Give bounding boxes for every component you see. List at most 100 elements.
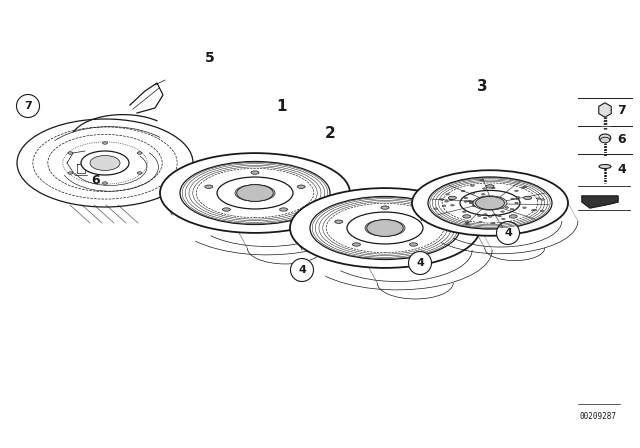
Circle shape: [17, 95, 40, 117]
Ellipse shape: [410, 243, 417, 246]
Ellipse shape: [486, 206, 490, 208]
Text: 6: 6: [618, 133, 627, 146]
Ellipse shape: [481, 194, 485, 195]
Ellipse shape: [205, 185, 212, 188]
Ellipse shape: [484, 214, 487, 215]
Ellipse shape: [531, 210, 535, 211]
Text: 4: 4: [298, 265, 306, 275]
Ellipse shape: [180, 161, 330, 224]
Ellipse shape: [492, 222, 495, 224]
Ellipse shape: [137, 152, 142, 154]
Text: 4: 4: [416, 258, 424, 268]
Ellipse shape: [509, 215, 517, 218]
Ellipse shape: [466, 223, 469, 225]
Ellipse shape: [483, 217, 487, 219]
Ellipse shape: [491, 208, 495, 209]
Ellipse shape: [365, 220, 405, 237]
Ellipse shape: [434, 208, 438, 209]
Ellipse shape: [599, 164, 611, 168]
Text: 3: 3: [477, 78, 487, 94]
Circle shape: [408, 251, 431, 275]
Ellipse shape: [412, 170, 568, 236]
Ellipse shape: [490, 206, 493, 207]
Ellipse shape: [490, 198, 493, 199]
Ellipse shape: [297, 185, 305, 188]
Ellipse shape: [541, 199, 545, 200]
Ellipse shape: [488, 208, 491, 210]
Ellipse shape: [17, 119, 193, 207]
Text: 1: 1: [276, 99, 287, 113]
Ellipse shape: [449, 199, 453, 200]
Ellipse shape: [600, 137, 610, 143]
Ellipse shape: [481, 207, 485, 208]
Ellipse shape: [479, 221, 483, 223]
Ellipse shape: [335, 220, 343, 224]
Ellipse shape: [464, 197, 468, 199]
Ellipse shape: [476, 196, 504, 210]
Ellipse shape: [440, 198, 444, 200]
Ellipse shape: [498, 215, 501, 217]
Ellipse shape: [462, 211, 466, 212]
Ellipse shape: [367, 220, 403, 237]
Ellipse shape: [516, 197, 520, 198]
Ellipse shape: [493, 214, 496, 215]
Polygon shape: [599, 103, 611, 117]
Ellipse shape: [472, 202, 476, 203]
Ellipse shape: [483, 199, 486, 201]
Text: 00209287: 00209287: [579, 412, 616, 421]
Ellipse shape: [515, 190, 518, 192]
Ellipse shape: [474, 206, 477, 207]
Ellipse shape: [523, 207, 526, 208]
Text: 2: 2: [324, 125, 335, 141]
Ellipse shape: [492, 187, 495, 189]
Text: 7: 7: [618, 103, 627, 116]
Text: 6: 6: [92, 173, 100, 186]
Ellipse shape: [445, 194, 449, 195]
Ellipse shape: [481, 198, 485, 199]
Ellipse shape: [480, 179, 483, 181]
Ellipse shape: [347, 212, 423, 244]
Ellipse shape: [510, 208, 514, 210]
Ellipse shape: [540, 210, 544, 211]
Ellipse shape: [68, 172, 73, 174]
Ellipse shape: [537, 198, 540, 199]
Text: 4: 4: [618, 163, 627, 176]
Ellipse shape: [484, 201, 487, 202]
Ellipse shape: [160, 153, 350, 233]
Ellipse shape: [465, 221, 468, 223]
Ellipse shape: [251, 171, 259, 174]
Ellipse shape: [90, 155, 120, 171]
Ellipse shape: [486, 185, 494, 188]
Ellipse shape: [235, 185, 275, 202]
Text: 7: 7: [24, 101, 32, 111]
Circle shape: [497, 221, 520, 245]
Ellipse shape: [502, 218, 505, 220]
Ellipse shape: [468, 200, 471, 202]
Ellipse shape: [493, 204, 497, 206]
Ellipse shape: [485, 199, 489, 201]
Ellipse shape: [217, 177, 293, 209]
Ellipse shape: [511, 198, 515, 199]
Ellipse shape: [505, 207, 509, 208]
Polygon shape: [582, 196, 618, 208]
Ellipse shape: [472, 204, 476, 206]
Ellipse shape: [501, 211, 504, 212]
Ellipse shape: [381, 206, 389, 209]
Ellipse shape: [471, 193, 475, 194]
Ellipse shape: [533, 210, 537, 211]
Ellipse shape: [473, 196, 507, 210]
Ellipse shape: [68, 152, 73, 154]
Ellipse shape: [102, 182, 108, 184]
Ellipse shape: [442, 205, 446, 207]
Ellipse shape: [451, 205, 454, 206]
Ellipse shape: [515, 202, 518, 204]
Ellipse shape: [469, 201, 473, 202]
Ellipse shape: [599, 134, 611, 142]
Ellipse shape: [137, 172, 142, 174]
Ellipse shape: [223, 208, 230, 211]
Ellipse shape: [461, 190, 465, 192]
Ellipse shape: [310, 197, 460, 259]
Ellipse shape: [493, 214, 497, 216]
Ellipse shape: [483, 214, 486, 215]
Ellipse shape: [449, 196, 456, 199]
